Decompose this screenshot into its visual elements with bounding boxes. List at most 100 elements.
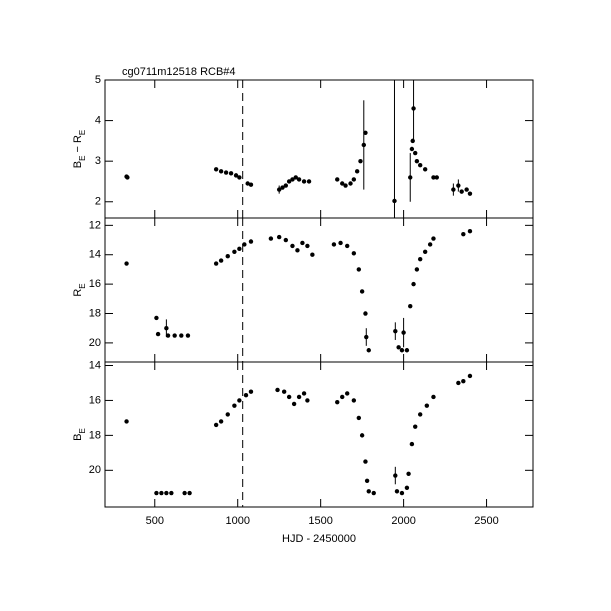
data-point <box>413 424 418 429</box>
data-point <box>283 237 289 243</box>
data-point <box>366 348 371 353</box>
data-point <box>295 248 300 253</box>
y-axis-label-part: E <box>78 130 87 135</box>
y-axis-label-part: B <box>72 161 84 168</box>
data-point <box>414 267 420 272</box>
data-point <box>404 348 410 353</box>
data-point <box>371 490 376 496</box>
y-tick-label: 18 <box>89 307 101 319</box>
data-point <box>275 387 280 393</box>
data-point <box>296 394 302 400</box>
y-tick-label: 16 <box>89 278 101 290</box>
y-axis-label-part: − R <box>72 135 84 156</box>
data-point <box>225 254 230 259</box>
data-point <box>364 478 370 483</box>
data-point <box>233 173 239 178</box>
y-tick-label: 20 <box>89 337 101 349</box>
data-point <box>363 130 368 135</box>
data-point <box>404 485 410 490</box>
data-point <box>424 403 430 408</box>
data-point <box>232 249 237 254</box>
data-point <box>431 175 436 180</box>
data-point <box>331 242 337 247</box>
data-point <box>359 289 365 294</box>
data-point <box>351 251 357 256</box>
data-point <box>293 175 298 180</box>
data-point <box>248 389 254 394</box>
x-tick-label: 1000 <box>225 515 249 527</box>
data-point <box>422 167 428 172</box>
data-point <box>456 380 461 386</box>
data-point <box>345 391 350 396</box>
data-point <box>335 399 340 405</box>
data-point <box>354 169 360 174</box>
data-point <box>422 249 428 254</box>
data-point <box>414 158 420 164</box>
y-axis-label-part: E <box>78 156 87 161</box>
data-point <box>245 181 250 186</box>
y-tick-label: 14 <box>89 249 101 261</box>
data-point <box>358 158 363 164</box>
data-point <box>399 490 405 496</box>
frame <box>104 79 534 219</box>
data-point <box>393 473 398 478</box>
data-point <box>406 471 411 477</box>
y-tick-label: 20 <box>89 464 101 476</box>
data-point <box>343 183 348 188</box>
data-point <box>356 415 362 421</box>
data-point <box>248 182 254 187</box>
data-point <box>290 177 295 182</box>
data-point <box>410 138 415 144</box>
data-point <box>213 261 219 266</box>
data-point <box>427 242 433 247</box>
data-point <box>290 243 295 249</box>
data-point <box>417 163 423 168</box>
data-point <box>408 303 413 309</box>
data-point <box>223 170 229 175</box>
data-point <box>359 433 365 438</box>
data-point <box>164 326 169 331</box>
data-point <box>276 187 282 192</box>
data-point <box>283 183 289 188</box>
data-point <box>345 243 350 249</box>
y-tick-label: 2 <box>95 196 101 208</box>
y-tick-label: 16 <box>89 394 101 406</box>
data-point <box>356 267 362 272</box>
data-point <box>280 185 285 190</box>
data-point <box>417 412 423 417</box>
plot-area <box>124 80 473 218</box>
data-point <box>338 240 343 246</box>
data-point <box>393 328 398 334</box>
data-point <box>417 256 423 262</box>
data-point <box>335 177 340 182</box>
y-tick-label: 4 <box>95 114 101 126</box>
data-point <box>179 333 184 338</box>
data-point <box>281 389 287 394</box>
data-point <box>248 239 254 244</box>
data-point <box>155 331 161 337</box>
data-point <box>434 175 439 180</box>
y-axis-label-part: E <box>78 428 87 433</box>
data-point <box>159 490 164 496</box>
data-point <box>225 412 230 417</box>
data-point <box>305 398 310 403</box>
data-point <box>232 403 237 408</box>
data-point <box>413 150 418 156</box>
frame <box>104 361 534 508</box>
data-point <box>396 345 401 350</box>
data-point <box>456 183 461 188</box>
data-point <box>340 394 345 400</box>
data-point <box>464 187 469 192</box>
data-point <box>291 401 297 407</box>
data-point <box>399 348 405 353</box>
y-tick-label: 5 <box>95 74 101 86</box>
data-point <box>237 175 242 180</box>
data-point <box>154 315 159 321</box>
x-tick-label: 2500 <box>474 515 498 527</box>
y-axis-label-part: R <box>72 289 84 297</box>
chart-title: cg0711m12518 RCB#4 <box>122 66 236 78</box>
data-point <box>392 198 397 204</box>
data-point <box>187 490 192 496</box>
data-point <box>431 394 436 400</box>
